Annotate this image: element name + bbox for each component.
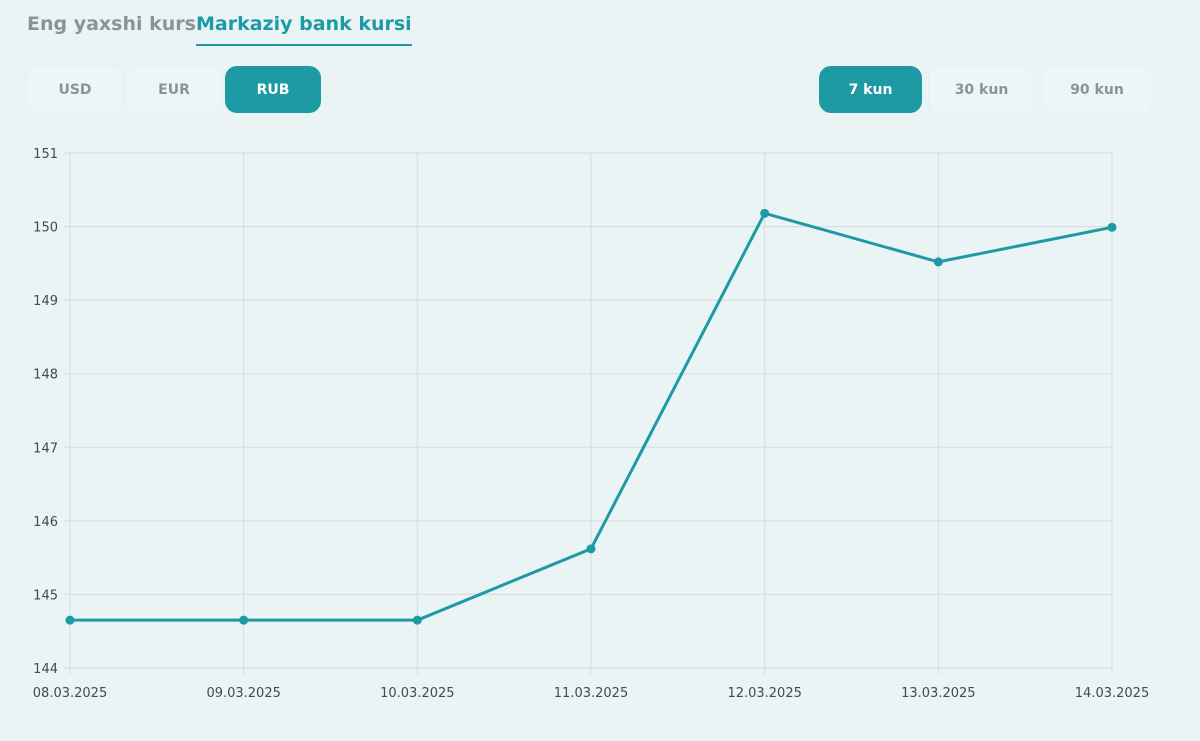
period-90-days-button[interactable]: 90 kun [1042, 66, 1152, 113]
data-point [933, 257, 943, 267]
y-tick-label: 148 [33, 368, 58, 383]
y-tick-label: 144 [33, 662, 58, 677]
y-tick-label: 147 [33, 441, 58, 456]
x-tick-label: 10.03.2025 [380, 686, 454, 701]
x-tick-label: 14.03.2025 [1075, 686, 1149, 701]
tab-central-bank-rate[interactable]: Markaziy bank kursi [196, 10, 412, 46]
data-point [1107, 222, 1117, 232]
data-point [65, 615, 75, 625]
x-tick-label: 08.03.2025 [33, 686, 107, 701]
x-tick-label: 13.03.2025 [901, 686, 975, 701]
data-point [586, 544, 596, 554]
data-point [760, 208, 770, 218]
currency-usd-button[interactable]: USD [27, 66, 123, 113]
y-tick-label: 145 [33, 588, 58, 603]
period-7-days-button[interactable]: 7 kun [819, 66, 922, 113]
y-tick-label: 150 [33, 221, 58, 236]
x-tick-label: 09.03.2025 [206, 686, 280, 701]
currency-eur-button[interactable]: EUR [126, 66, 222, 113]
y-tick-label: 149 [33, 294, 58, 309]
tab-best-rate[interactable]: Eng yaxshi kurs [27, 13, 196, 35]
x-tick-label: 12.03.2025 [727, 686, 801, 701]
y-tick-label: 146 [33, 515, 58, 530]
data-point [412, 615, 422, 625]
period-30-days-button[interactable]: 30 kun [929, 66, 1034, 113]
x-tick-label: 11.03.2025 [554, 686, 628, 701]
data-point [239, 615, 249, 625]
currency-rub-button[interactable]: RUB [225, 66, 321, 113]
y-tick-label: 151 [33, 147, 58, 162]
